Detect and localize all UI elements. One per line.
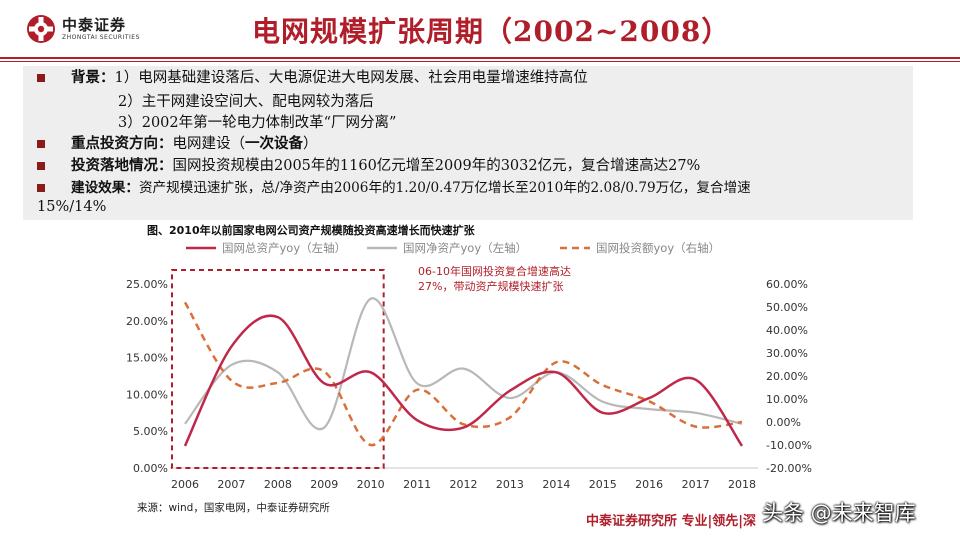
bullet-sub-item: 3）2002年第一轮电力体制改革“厂网分离” — [118, 115, 397, 131]
bullet-text: 国网投资规模由2005年的1160亿元增至2009年的3032亿元，复合增速高达… — [172, 158, 701, 174]
legend-investment-label: 国网投资额yoy（右轴） — [596, 241, 720, 255]
bullet-square-icon — [37, 74, 45, 82]
legend-net-assets-label: 国网净资产yoy（左轴） — [403, 241, 527, 255]
watermark-text: 头条 @未来智库 — [762, 501, 916, 525]
legend-total-assets-label: 国网总资产yoy（左轴） — [222, 241, 346, 255]
bullet-square-icon — [37, 140, 45, 148]
page-title: 电网规模扩张周期（2002~2008） — [252, 15, 731, 48]
bullet-label: 背景： — [71, 69, 115, 86]
header-divider-thin — [0, 61, 960, 62]
slide-header: 中泰证券 ZHONGTAI SECURITIES 电网规模扩张周期（2002~2… — [0, 0, 960, 62]
highlight-box — [171, 269, 385, 469]
figure-source: 来源：wind，国家电网，中泰证券研究所 — [137, 502, 330, 514]
x-axis-tick-label: 2013 — [496, 478, 524, 491]
left-axis-tick-label: 15.00% — [126, 352, 168, 365]
x-axis-tick-label: 2012 — [450, 478, 478, 491]
x-axis-tick-label: 2017 — [682, 478, 710, 491]
right-axis-tick-label: 60.00% — [766, 278, 808, 291]
company-logo: 中泰证券 ZHONGTAI SECURITIES — [26, 14, 140, 44]
right-axis-tick-label: 30.00% — [766, 347, 808, 360]
bullet-label: 投资落地情况： — [71, 157, 173, 174]
footer-brand: 中泰证券研究所 专业|领先|深 — [586, 514, 757, 529]
x-axis-tick-label: 2010 — [357, 478, 385, 491]
x-axis-tick-label: 2006 — [171, 478, 199, 491]
left-axis-tick-label: 10.00% — [126, 388, 168, 401]
bullet-square-icon — [37, 184, 45, 192]
x-axis-tick-label: 2009 — [310, 478, 338, 491]
right-axis-tick-label: 40.00% — [766, 324, 808, 337]
x-axis-tick-label: 2015 — [589, 478, 617, 491]
investment-yoy-line — [183, 301, 743, 447]
bullet-text: 1）电网基础建设落后、大电源促进大电网发展、社会用电量增速维持高位 — [114, 70, 588, 86]
total-assets-yoy-line — [183, 314, 744, 447]
right-axis-tick-label: 0.00% — [766, 416, 801, 429]
left-axis-tick-label: 20.00% — [126, 315, 168, 328]
net-assets-yoy-line — [184, 297, 743, 431]
right-axis-tick-label: -10.00% — [766, 439, 812, 452]
x-axis-tick-label: 2007 — [217, 478, 245, 491]
figure-title: 图、2010年以前国家电网公司资产规模随投资高速增长而快速扩张 — [147, 224, 475, 237]
bullet-label: 建设效果： — [71, 180, 139, 196]
logo-name: 中泰证券 — [62, 16, 127, 34]
bullet-square-icon — [37, 162, 45, 170]
bullet-text: 电网建设（ — [172, 136, 246, 152]
right-axis-tick-label: 20.00% — [766, 370, 808, 383]
bullet-text: 资产规模迅速扩张，总/净资产由2006年的1.20/0.47万亿增长至2010年… — [138, 180, 751, 196]
x-axis-tick-label: 2016 — [635, 478, 663, 491]
zhongtai-logo-icon — [27, 15, 55, 43]
right-axis-tick-label: -20.00% — [766, 462, 812, 475]
bullet-text-continued: 15%/14% — [37, 199, 107, 215]
bullet-label: 重点投资方向： — [71, 135, 173, 152]
x-axis-tick-label: 2014 — [542, 478, 570, 491]
bullet-sub-item: 2）主干网建设空间大、配电网较为落后 — [118, 94, 374, 110]
x-axis-tick-label: 2011 — [403, 478, 431, 491]
chart-annotation-line-2: 27%，带动资产规模快速扩张 — [418, 279, 563, 293]
x-axis-tick-label: 2018 — [728, 478, 756, 491]
right-axis-tick-label: 10.00% — [766, 393, 808, 406]
left-axis-tick-label: 5.00% — [133, 425, 168, 438]
x-axis-tick-label: 2008 — [264, 478, 292, 491]
chart-annotation-line-1: 06-10年国网投资复合增速高达 — [418, 264, 571, 278]
bullet-emphasis: 一次设备 — [245, 135, 303, 152]
summary-panel — [23, 66, 913, 220]
right-axis-tick-label: 50.00% — [766, 301, 808, 314]
logo-english-name: ZHONGTAI SECURITIES — [62, 34, 140, 41]
left-axis-tick-label: 25.00% — [126, 278, 168, 291]
bullet-text-end: ） — [303, 136, 318, 152]
header-divider — [0, 57, 960, 59]
left-axis-tick-label: 0.00% — [133, 462, 168, 475]
